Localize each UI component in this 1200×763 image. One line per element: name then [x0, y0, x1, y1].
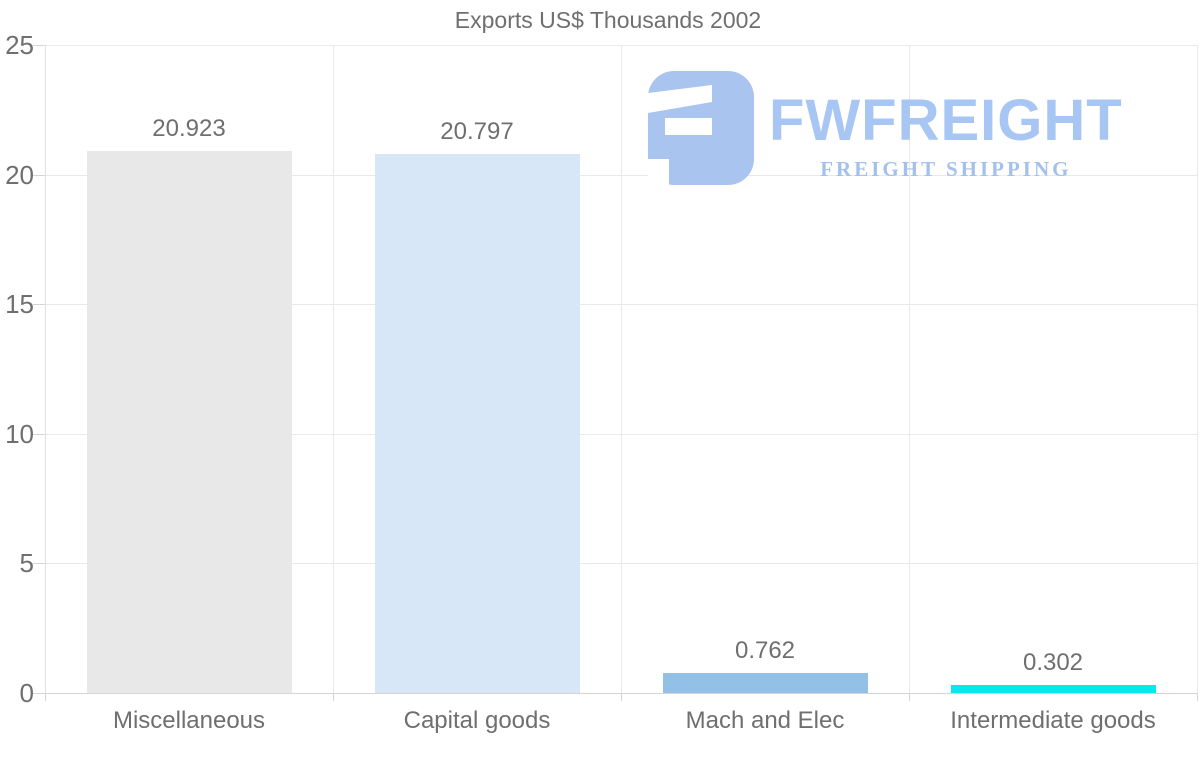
y-axis-label: 10 — [5, 418, 34, 449]
x-axis-label: Capital goods — [403, 707, 551, 734]
y-axis-tick — [33, 45, 45, 46]
chart-title: Exports US$ Thousands 2002 — [454, 7, 762, 33]
x-axis-tick — [909, 693, 910, 701]
y-axis-tick — [33, 304, 45, 306]
x-axis-tick — [333, 693, 334, 701]
y-axis-label: 25 — [5, 30, 34, 60]
bar-capital-goods — [374, 153, 580, 693]
bar-value-label: 0.302 — [1022, 649, 1084, 677]
y-axis-tick — [33, 174, 45, 176]
x-axis-label: Mach and Elec — [685, 707, 845, 734]
v-gridline — [621, 45, 622, 693]
bar-value-label: 0.762 — [734, 637, 796, 665]
logo-text-block: FWFREIGHT FREIGHT SHIPPING — [769, 92, 1123, 185]
bar-value-label: 20.797 — [440, 117, 514, 145]
bar-miscellaneous — [86, 150, 292, 693]
v-gridline — [333, 45, 334, 693]
y-axis-tick — [33, 693, 45, 694]
x-axis-label: Intermediate goods — [950, 707, 1156, 734]
bar-value-label: 20.923 — [152, 114, 226, 142]
fwfreight-logo-icon — [648, 71, 754, 185]
x-axis-tick — [45, 693, 46, 701]
y-axis-tick — [33, 433, 45, 435]
brand-text: FWFREIGHT — [769, 88, 1123, 153]
brand-tagline: FREIGHT SHIPPING — [820, 157, 1072, 181]
plot-area — [45, 45, 1198, 693]
fwfreight-logo: FWFREIGHT FREIGHT SHIPPING — [648, 71, 1123, 185]
bar-mach-and-elec — [662, 673, 868, 693]
x-axis-tick — [1197, 693, 1198, 701]
y-axis-tick — [33, 563, 45, 565]
y-axis-label: 20 — [5, 159, 34, 190]
y-axis-label: 0 — [19, 678, 34, 708]
bar-intermediate-goods — [950, 685, 1156, 693]
y-axis-label: 15 — [5, 289, 34, 320]
x-axis-label: Miscellaneous — [112, 707, 266, 734]
v-gridline — [1197, 45, 1198, 693]
v-gridline — [909, 45, 910, 693]
x-axis-tick — [621, 693, 622, 701]
y-axis-label: 5 — [19, 548, 34, 579]
y-axis-line — [45, 45, 46, 693]
